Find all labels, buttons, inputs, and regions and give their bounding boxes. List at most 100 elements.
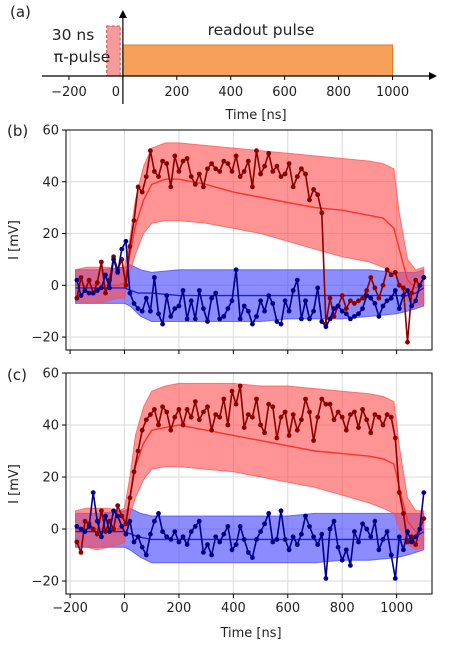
ground-trace-point	[319, 319, 325, 324]
excited-trace-point	[348, 298, 353, 304]
ground-trace-point	[335, 303, 341, 309]
excited-trace-point	[364, 417, 370, 423]
excited-trace-point	[184, 156, 190, 161]
ground-trace-point	[74, 524, 80, 529]
panel-a-x-ticks: −200 0 200 400 600 800 1000	[51, 76, 409, 100]
ground-trace-point	[156, 511, 161, 516]
ground-trace-point	[307, 524, 312, 529]
panel-c-label: (c)	[7, 366, 27, 384]
excited-trace-point	[168, 427, 174, 433]
excited-trace-point	[168, 184, 174, 190]
excited-trace-point	[131, 469, 137, 475]
excited-trace-point	[172, 414, 178, 420]
excited-trace-point	[90, 526, 96, 532]
excited-trace-point	[192, 399, 198, 404]
ground-trace-point	[127, 290, 133, 296]
ground-trace-point	[303, 298, 308, 304]
excited-trace-point	[396, 490, 402, 495]
ground-trace-point	[270, 301, 276, 306]
ground-trace-point	[417, 282, 423, 288]
ground-trace-point	[94, 288, 100, 293]
ground-trace-point	[278, 508, 284, 514]
excited-trace-point	[115, 503, 121, 508]
ground-trace-point	[282, 298, 288, 304]
ground-trace-point	[107, 285, 112, 291]
ground-trace-point	[409, 539, 414, 545]
excited-trace-point	[196, 171, 202, 177]
ground-trace-point	[392, 288, 398, 293]
ground-trace-point	[368, 534, 374, 540]
excited-trace-point	[282, 409, 288, 415]
excited-trace-point	[270, 169, 276, 174]
excited-trace-point	[352, 409, 357, 415]
ground-trace-point	[388, 295, 394, 301]
excited-trace-point	[360, 295, 365, 301]
ground-trace-point	[294, 277, 300, 283]
ground-trace-point	[148, 531, 153, 537]
x-tick-label: 0	[120, 601, 128, 616]
ground-trace-point	[331, 518, 337, 524]
ground-trace-point	[233, 542, 239, 547]
excited-trace-point	[127, 495, 133, 501]
ground-trace-point	[168, 537, 174, 542]
excited-trace-point	[237, 383, 243, 389]
ground-trace-point	[143, 552, 149, 558]
ground-trace-point	[156, 311, 161, 317]
excited-trace-point	[307, 409, 312, 415]
ground-trace-point	[131, 301, 137, 306]
excited-trace-point	[409, 290, 414, 296]
excited-trace-point	[258, 422, 263, 428]
ground-trace-point	[258, 298, 263, 304]
excited-trace-point	[156, 422, 161, 428]
ground-trace-point	[405, 288, 410, 293]
excited-trace-point	[254, 396, 259, 402]
ground-trace-point	[380, 537, 386, 542]
ground-trace-point	[327, 526, 333, 532]
excited-trace-point	[201, 409, 206, 415]
excited-trace-point	[82, 518, 88, 524]
excited-trace-point	[307, 197, 312, 203]
ground-trace-point	[205, 319, 210, 324]
excited-trace-point	[217, 169, 223, 174]
excited-trace-point	[213, 412, 219, 417]
excited-trace-point	[245, 412, 251, 417]
ground-trace-point	[376, 314, 382, 319]
y-tick-label: −20	[32, 575, 59, 590]
excited-trace-point	[148, 412, 153, 417]
readout-pulse-label: readout pulse	[208, 21, 315, 39]
excited-trace-point	[376, 414, 382, 420]
ground-trace-point	[192, 316, 198, 322]
ground-trace-point	[372, 518, 378, 524]
ground-trace-point	[188, 298, 194, 304]
panel-a-label: (a)	[10, 3, 31, 21]
excited-trace-point	[250, 414, 255, 420]
ground-trace-point	[348, 316, 353, 322]
x-tick-label: 200	[167, 601, 192, 616]
ground-trace-point	[384, 298, 390, 304]
ground-trace-point	[99, 285, 104, 291]
excited-trace-point	[294, 174, 300, 180]
excited-trace-point	[388, 414, 394, 420]
panel-a-xtick-label: −200	[51, 85, 87, 100]
excited-trace-point	[99, 508, 104, 514]
excited-trace-point	[184, 407, 190, 412]
excited-trace-point	[327, 295, 333, 301]
excited-trace-point	[135, 184, 141, 190]
ground-trace-point	[376, 547, 382, 553]
excited-trace-point	[123, 282, 129, 288]
excited-trace-point	[139, 189, 145, 195]
ground-trace-point	[323, 324, 329, 330]
ground-trace-point	[307, 316, 312, 322]
ground-trace-point	[160, 529, 166, 534]
panel-c-xlabel: Time [ns]	[219, 626, 281, 641]
y-tick-label: 40	[42, 419, 59, 434]
excited-trace-point	[176, 407, 182, 412]
ground-trace-point	[221, 531, 227, 537]
ground-trace-point	[135, 534, 141, 540]
excited-trace-point	[152, 407, 157, 412]
excited-trace-point	[356, 425, 361, 430]
ground-trace-point	[201, 550, 206, 555]
excited-trace-point	[225, 161, 231, 167]
ground-trace-point	[78, 293, 84, 298]
ground-trace-point	[119, 246, 125, 252]
